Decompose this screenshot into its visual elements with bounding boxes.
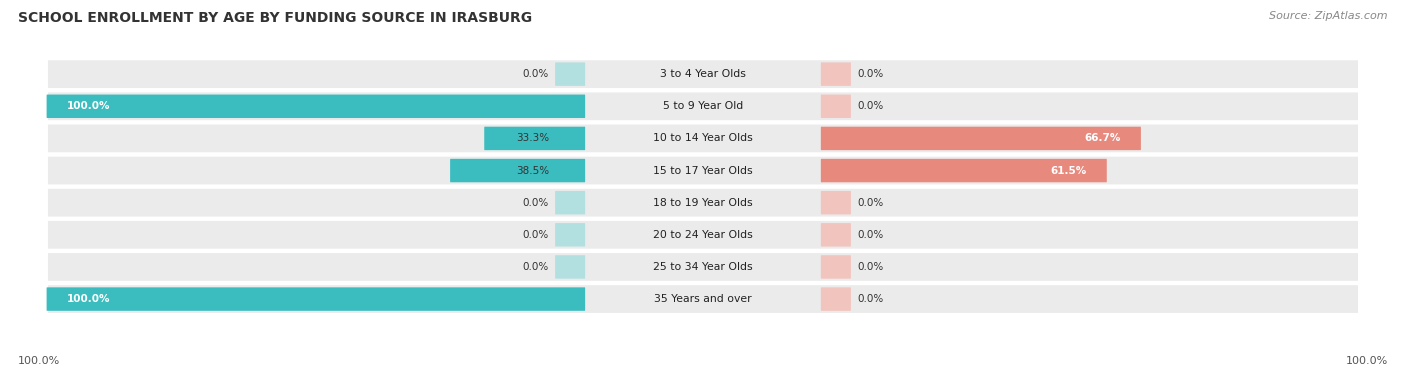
FancyBboxPatch shape [821,223,851,247]
Text: 100.0%: 100.0% [18,356,60,366]
FancyBboxPatch shape [821,191,851,215]
FancyBboxPatch shape [450,159,585,182]
FancyBboxPatch shape [555,63,585,86]
Text: 0.0%: 0.0% [858,262,883,272]
Text: 100.0%: 100.0% [1346,356,1388,366]
Text: Source: ZipAtlas.com: Source: ZipAtlas.com [1270,11,1388,21]
Text: 0.0%: 0.0% [858,294,883,304]
FancyBboxPatch shape [46,252,1360,282]
Text: 5 to 9 Year Old: 5 to 9 Year Old [662,101,744,111]
FancyBboxPatch shape [46,91,1360,121]
Text: 38.5%: 38.5% [516,166,548,176]
Text: 0.0%: 0.0% [858,198,883,208]
Text: 0.0%: 0.0% [858,101,883,111]
FancyBboxPatch shape [46,287,585,311]
Text: 18 to 19 Year Olds: 18 to 19 Year Olds [654,198,752,208]
FancyBboxPatch shape [46,95,585,118]
FancyBboxPatch shape [46,284,1360,314]
Text: 61.5%: 61.5% [1050,166,1087,176]
Text: SCHOOL ENROLLMENT BY AGE BY FUNDING SOURCE IN IRASBURG: SCHOOL ENROLLMENT BY AGE BY FUNDING SOUR… [18,11,533,25]
Text: 100.0%: 100.0% [66,101,110,111]
FancyBboxPatch shape [555,223,585,247]
Text: 0.0%: 0.0% [523,198,548,208]
Text: 15 to 17 Year Olds: 15 to 17 Year Olds [654,166,752,176]
Text: 0.0%: 0.0% [523,230,548,240]
Text: 3 to 4 Year Olds: 3 to 4 Year Olds [659,69,747,79]
FancyBboxPatch shape [555,191,585,215]
FancyBboxPatch shape [555,255,585,279]
Text: 0.0%: 0.0% [523,69,548,79]
Text: 0.0%: 0.0% [858,69,883,79]
Text: 0.0%: 0.0% [523,262,548,272]
Text: 10 to 14 Year Olds: 10 to 14 Year Olds [654,133,752,143]
FancyBboxPatch shape [46,155,1360,186]
Text: 33.3%: 33.3% [516,133,548,143]
FancyBboxPatch shape [484,127,585,150]
FancyBboxPatch shape [821,63,851,86]
FancyBboxPatch shape [821,255,851,279]
FancyBboxPatch shape [821,95,851,118]
FancyBboxPatch shape [46,59,1360,89]
Text: 0.0%: 0.0% [858,230,883,240]
Text: 25 to 34 Year Olds: 25 to 34 Year Olds [654,262,752,272]
Text: 66.7%: 66.7% [1084,133,1121,143]
FancyBboxPatch shape [46,187,1360,218]
FancyBboxPatch shape [46,219,1360,250]
FancyBboxPatch shape [46,123,1360,154]
Text: 20 to 24 Year Olds: 20 to 24 Year Olds [654,230,752,240]
Text: 100.0%: 100.0% [66,294,110,304]
FancyBboxPatch shape [821,287,851,311]
FancyBboxPatch shape [821,127,1140,150]
FancyBboxPatch shape [821,159,1107,182]
Text: 35 Years and over: 35 Years and over [654,294,752,304]
